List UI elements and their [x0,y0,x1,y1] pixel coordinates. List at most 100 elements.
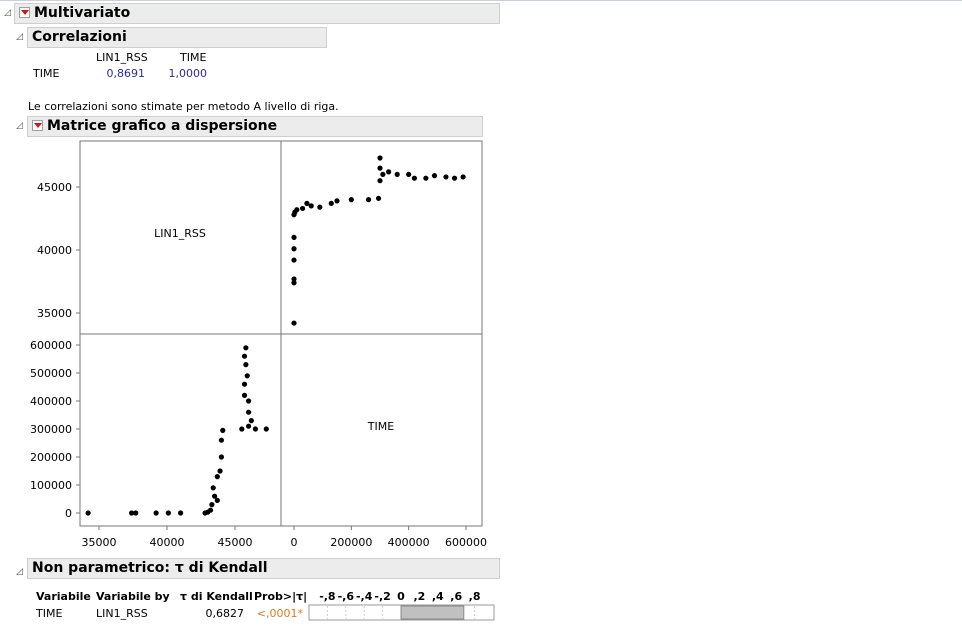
corr-note: Le correlazioni sono stimate per metodo … [28,100,339,113]
data-point [248,418,254,424]
kendall-title: Non parametrico: τ di Kendall [32,560,268,576]
bar-scale-label: 0 [397,590,405,603]
kendall-by-var: LIN1_RSS [96,607,148,620]
corr-col-header: LIN1_RSS [96,51,148,64]
multivariate-header[interactable]: Multivariato [14,3,500,24]
x-tick-label: 35000 [82,536,117,549]
collapse-icon[interactable]: ◿ [16,567,23,577]
data-point [209,502,215,508]
correlations-header[interactable]: Correlazioni [27,27,327,48]
data-point [243,362,249,368]
data-point [308,203,314,209]
diagonal-label-lin1: LIN1_RSS [154,227,206,240]
data-point [317,204,323,210]
bar-scale-label: ,8 [469,590,481,603]
data-point [220,427,226,433]
corr-value: 1,0000 [168,67,208,80]
kendall-tau: 0,6827 [205,607,245,620]
data-point [291,257,297,263]
y-tick-label: 35000 [37,307,72,320]
data-point [202,510,208,516]
data-point [263,426,269,432]
scatter-matrix-header[interactable]: Matrice grafico a dispersione [27,116,483,137]
x-tick-label: 0 [291,536,298,549]
data-point [214,474,220,480]
bar-scale-label: ,6 [450,590,462,603]
data-point [375,195,382,201]
multivariate-title: Multivariato [34,5,131,21]
x-tick-label: 200000 [330,536,372,549]
corr-row-label: TIME [33,67,60,80]
data-point [218,437,224,443]
data-point [241,381,248,387]
data-point [241,353,248,359]
data-point [291,212,297,218]
kendall-col-header: Variabile [36,590,91,603]
data-point [129,510,135,516]
data-point [291,234,297,240]
data-point [394,171,400,177]
data-point [460,174,466,180]
red-triangle-menu-icon[interactable] [32,120,43,131]
data-point [246,423,252,429]
data-point [165,510,171,516]
data-point [210,485,216,491]
data-point [380,171,386,177]
data-point [300,205,306,212]
collapse-icon[interactable]: ◿ [16,32,23,42]
y-tick-label: 100000 [30,479,72,492]
bar-scale-label: -,8 [319,590,335,603]
kendall-col-header: Prob>|τ| [254,590,308,603]
corr-value: 0,8691 [106,67,146,80]
diagonal-label-time: TIME [367,420,394,433]
tau-bar [400,605,465,620]
bar-scale-label: ,4 [432,590,444,603]
y-tick-label: 600000 [30,339,72,352]
red-triangle-menu-icon[interactable] [19,7,30,18]
data-point [218,454,224,460]
data-point [85,510,91,516]
bar-scale-label: -,4 [356,590,373,603]
collapse-icon[interactable]: ◿ [4,8,11,18]
bar-scale-label: ,2 [413,590,425,603]
data-point [377,155,383,161]
kendall-header[interactable]: Non parametrico: τ di Kendall [27,558,500,579]
y-tick-label: 40000 [37,244,72,257]
x-tick-label: 40000 [150,536,185,549]
y-tick-label: 0 [65,507,72,520]
data-point [292,209,298,215]
y-tick-label: 500000 [30,367,72,380]
corr-col-header: TIME [180,51,207,64]
scatter-matrix-title: Matrice grafico a dispersione [47,118,278,134]
kendall-prob: <,0001* [256,607,303,620]
data-point [246,398,252,404]
y-tick-label: 400000 [30,395,72,408]
data-point [207,507,214,513]
kendall-col-header: Variabile by [96,590,170,603]
x-tick-label: 400000 [388,536,430,549]
data-point [348,197,354,203]
kendall-var: TIME [36,607,63,620]
data-point [431,173,438,179]
data-point [133,510,139,516]
x-tick-label: 45000 [218,536,253,549]
collapse-icon[interactable]: ◿ [16,121,23,131]
data-point [377,178,383,184]
data-point [214,497,220,503]
data-point [294,207,300,213]
data-point [406,171,412,177]
y-tick-label: 300000 [30,423,72,436]
x-tick-label: 600000 [445,536,487,549]
bar-scale-label: -,6 [338,590,355,603]
bar-scale-label: -,2 [374,590,390,603]
correlations-title: Correlazioni [32,29,127,45]
data-point [411,175,417,181]
data-point [386,169,392,175]
data-point [212,493,218,499]
data-point [291,320,297,326]
data-point [377,165,383,171]
data-point [244,373,250,379]
data-point [443,174,449,180]
